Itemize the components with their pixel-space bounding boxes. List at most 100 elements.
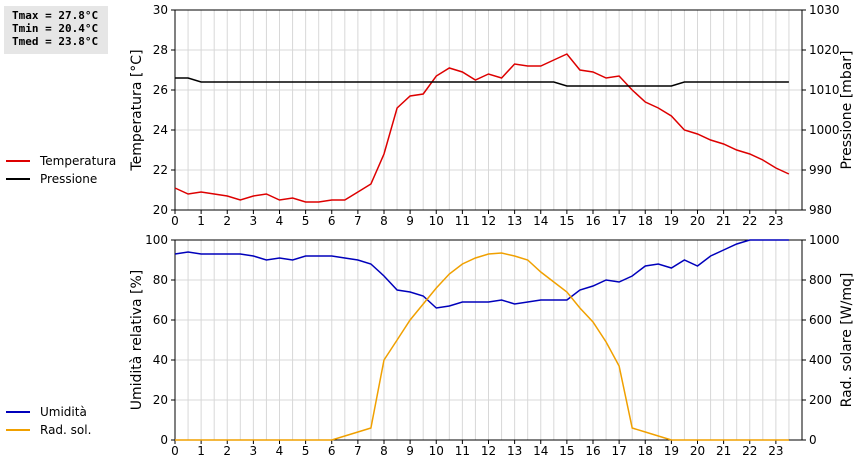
x-tick-label: 3 <box>250 214 258 228</box>
y-tick-label-right: 0 <box>809 433 817 447</box>
y-tick-label-left: 26 <box>153 83 168 97</box>
x-tick-label: 10 <box>429 444 444 458</box>
series-line-pressione <box>175 77 789 87</box>
y-tick-label-left: 40 <box>153 353 168 367</box>
x-tick-label: 4 <box>276 214 284 228</box>
x-tick-label: 5 <box>302 214 310 228</box>
y-tick-label-right: 1030 <box>809 3 840 17</box>
legend-top: Temperatura Pressione <box>6 152 116 188</box>
y-axis-title-left: Temperatura [°C] <box>129 49 145 171</box>
y-axis-title-right: Pressione [mbar] <box>839 50 855 169</box>
legend-swatch <box>6 411 30 413</box>
x-tick-label: 13 <box>507 444 522 458</box>
series-line-umidit- <box>174 239 789 309</box>
y-tick-label-left: 100 <box>145 233 168 247</box>
y-tick-label-right: 400 <box>809 353 832 367</box>
x-tick-label: 8 <box>380 444 388 458</box>
x-tick-label: 23 <box>768 444 783 458</box>
x-tick-label: 1 <box>197 214 205 228</box>
legend-item-rad-sol: Rad. sol. <box>6 421 91 439</box>
y-tick-label-left: 30 <box>153 3 168 17</box>
y-tick-label-right: 800 <box>809 273 832 287</box>
legend-item-pressione: Pressione <box>6 170 116 188</box>
x-tick-label: 4 <box>276 444 284 458</box>
legend-swatch <box>6 178 30 180</box>
tmax-text: Tmax = 27.8°C <box>12 9 99 22</box>
x-tick-label: 0 <box>171 214 179 228</box>
x-tick-label: 14 <box>533 444 548 458</box>
x-tick-label: 12 <box>481 214 496 228</box>
chart-panel-1: 0 1 2 3 4 5 6 7 8 9 10 11 12 13 14 15 16 17 18 19 20 21 22 2320… <box>129 3 855 228</box>
y-tick-label-right: 980 <box>809 203 832 217</box>
stats-box: Tmax = 27.8°C Tmin = 20.4°C Tmed = 23.8°… <box>4 6 108 54</box>
legend-item-temperatura: Temperatura <box>6 152 116 170</box>
legend-label: Rad. sol. <box>40 423 92 437</box>
x-tick-label: 17 <box>611 214 626 228</box>
y-tick-label-right: 1000 <box>809 233 840 247</box>
y-axis-title-right: Rad. solare [W/mq] <box>839 273 855 408</box>
x-tick-label: 5 <box>302 444 310 458</box>
x-tick-label: 6 <box>328 214 336 228</box>
y-tick-label-right: 1020 <box>809 43 840 57</box>
legend-label: Temperatura <box>40 154 117 168</box>
x-tick-label: 15 <box>559 214 574 228</box>
x-tick-label: 13 <box>507 214 522 228</box>
x-tick-label: 21 <box>716 214 731 228</box>
y-tick-label-left: 80 <box>153 273 168 287</box>
x-tick-label: 12 <box>481 444 496 458</box>
x-tick-label: 15 <box>559 444 574 458</box>
x-tick-label: 0 <box>171 444 179 458</box>
x-tick-label: 16 <box>585 444 600 458</box>
legend-bottom: Umidità Rad. sol. <box>6 403 91 439</box>
y-tick-label-right: 600 <box>809 313 832 327</box>
x-tick-label: 6 <box>328 444 336 458</box>
x-tick-label: 7 <box>354 214 362 228</box>
y-tick-label-left: 22 <box>153 163 168 177</box>
x-tick-label: 17 <box>611 444 626 458</box>
series-line-rad-sol- <box>175 252 789 441</box>
x-tick-label: 22 <box>742 214 757 228</box>
y-tick-label-left: 20 <box>153 203 168 217</box>
tmin-text: Tmin = 20.4°C <box>12 22 99 35</box>
series-line-temperatura <box>174 53 790 203</box>
x-tick-label: 7 <box>354 444 362 458</box>
x-tick-label: 18 <box>638 444 653 458</box>
x-tick-label: 18 <box>638 214 653 228</box>
x-tick-label: 20 <box>690 444 705 458</box>
y-tick-label-left: 20 <box>153 393 168 407</box>
x-tick-label: 22 <box>742 444 757 458</box>
tmed-text: Tmed = 23.8°C <box>12 35 99 48</box>
y-tick-label-right: 1010 <box>809 83 840 97</box>
x-tick-label: 8 <box>380 214 388 228</box>
y-tick-label-right: 990 <box>809 163 832 177</box>
y-tick-label-right: 1000 <box>809 123 840 137</box>
legend-item-umidita: Umidità <box>6 403 91 421</box>
x-tick-label: 11 <box>455 214 470 228</box>
y-tick-label-right: 200 <box>809 393 832 407</box>
y-axis-title-left: Umidità relativa [%] <box>129 270 145 411</box>
x-tick-label: 19 <box>664 444 679 458</box>
x-tick-label: 10 <box>429 214 444 228</box>
x-tick-label: 16 <box>585 214 600 228</box>
legend-swatch <box>6 160 30 162</box>
x-tick-label: 2 <box>223 214 231 228</box>
x-tick-label: 3 <box>250 444 258 458</box>
x-tick-label: 9 <box>406 214 414 228</box>
x-tick-label: 23 <box>768 214 783 228</box>
legend-label: Umidità <box>40 405 87 419</box>
y-tick-label-left: 0 <box>160 433 168 447</box>
x-tick-label: 20 <box>690 214 705 228</box>
legend-label: Pressione <box>40 172 98 186</box>
legend-swatch <box>6 429 30 431</box>
y-tick-label-left: 60 <box>153 313 168 327</box>
x-tick-label: 21 <box>716 444 731 458</box>
x-tick-label: 14 <box>533 214 548 228</box>
y-tick-label-left: 24 <box>153 123 168 137</box>
chart-panel-2: 0 1 2 3 4 5 6 7 8 9 10 11 12 13 14 15 16 17 18 19 20 21 22 2302… <box>129 233 855 458</box>
y-tick-label-left: 28 <box>153 43 168 57</box>
x-tick-label: 2 <box>223 444 231 458</box>
x-tick-label: 19 <box>664 214 679 228</box>
x-tick-label: 11 <box>455 444 470 458</box>
x-tick-label: 9 <box>406 444 414 458</box>
